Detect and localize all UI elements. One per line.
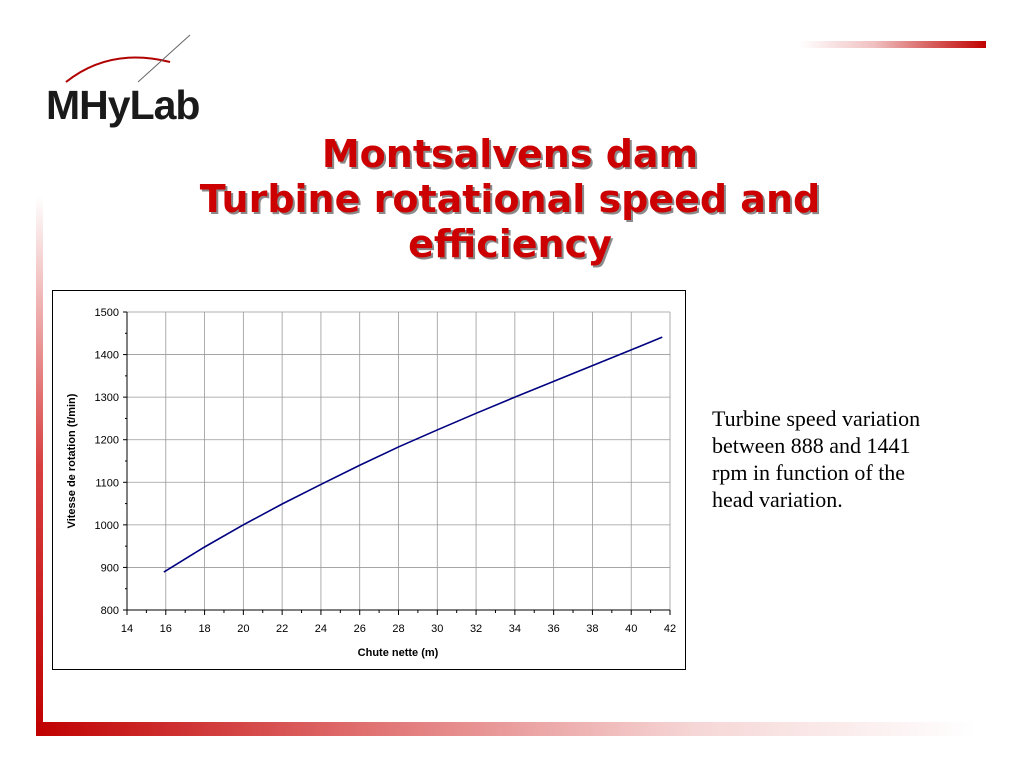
y-tick-label: 1500 — [95, 307, 119, 319]
top-accent-bar — [800, 41, 986, 48]
speed-chart: 800 900 1000 1100 1200 1300 1400 1500 14 16 18 20 22… — [52, 290, 686, 670]
title-line-3: efficiency — [408, 222, 612, 266]
page-title: Montsalvens dam Turbine rotational speed… — [150, 132, 870, 267]
x-tick-label: 38 — [586, 623, 598, 635]
x-tick-label: 32 — [470, 623, 482, 635]
description-line-2: between 888 and 1441 — [712, 433, 911, 458]
y-tick-label: 900 — [101, 562, 119, 574]
title-line-1: Montsalvens dam — [321, 132, 699, 176]
left-accent-bar — [36, 196, 43, 736]
y-axis-label: Vitesse de rotation (t/min) — [66, 393, 78, 528]
logo-arc-icon — [65, 34, 191, 83]
x-tick-label: 22 — [276, 623, 288, 635]
y-tick-label: 1100 — [95, 477, 119, 489]
title-line-2: Turbine rotational speed and — [199, 177, 821, 221]
x-tick-label: 42 — [664, 623, 676, 635]
y-tick-label: 1200 — [95, 435, 119, 447]
y-tick-label: 800 — [101, 605, 119, 617]
description-line-1: Turbine speed variation — [712, 406, 921, 431]
bottom-accent-bar — [36, 722, 976, 736]
x-tick-label: 26 — [354, 623, 366, 635]
description-line-3: rpm in function of the — [712, 460, 906, 485]
logo-text: MHyLab — [46, 82, 200, 128]
y-tick-label: 1300 — [95, 392, 119, 404]
x-tick-label: 24 — [315, 623, 327, 635]
y-tick-label: 1000 — [95, 520, 119, 532]
x-tick-label: 30 — [431, 623, 443, 635]
mhylab-logo: MHyLab — [40, 32, 210, 132]
x-tick-label: 36 — [548, 623, 560, 635]
x-tick-label: 34 — [509, 623, 521, 635]
x-tick-label: 16 — [160, 623, 172, 635]
description-text: Turbine speed variation between 888 and … — [712, 405, 982, 513]
x-tick-label: 20 — [237, 623, 249, 635]
description-line-4: head variation. — [712, 487, 843, 512]
x-tick-label: 18 — [198, 623, 210, 635]
y-tick-label: 1400 — [95, 350, 119, 362]
speed-series-line — [163, 336, 663, 573]
x-tick-label: 28 — [392, 623, 404, 635]
x-tick-label: 40 — [625, 623, 637, 635]
chart-svg: 800 900 1000 1100 1200 1300 1400 1500 14 16 18 20 22… — [66, 307, 676, 659]
x-axis-label: Chute nette (m) — [358, 647, 439, 659]
x-tick-label: 14 — [121, 623, 133, 635]
